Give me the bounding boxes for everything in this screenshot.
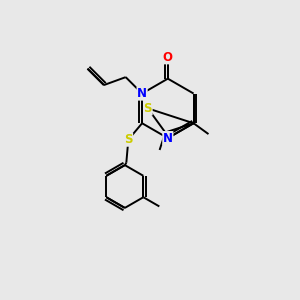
Text: S: S [144, 102, 152, 115]
Text: N: N [163, 132, 173, 145]
Text: N: N [137, 87, 147, 100]
Text: S: S [124, 133, 133, 146]
Text: O: O [163, 51, 173, 64]
